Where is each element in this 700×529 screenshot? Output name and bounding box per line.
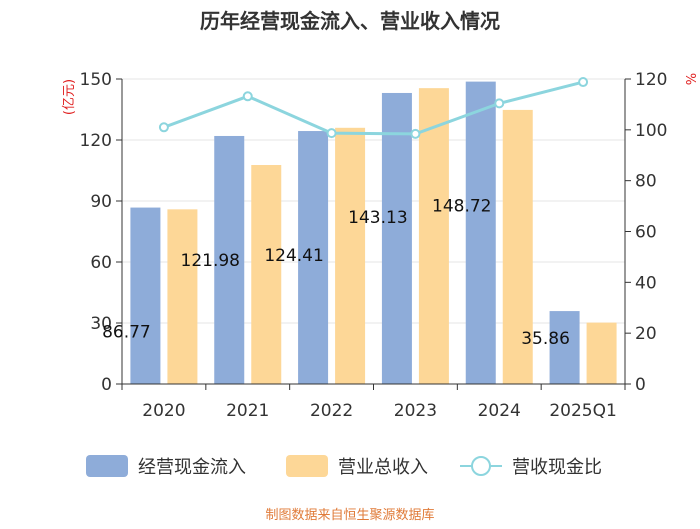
right-axis-tick-label: 0 bbox=[635, 375, 646, 395]
ratio-point bbox=[242, 91, 253, 102]
data-label-cash-inflow: 35.86 bbox=[521, 329, 570, 349]
ratio-point bbox=[578, 77, 589, 88]
legend-label: 营业总收入 bbox=[338, 457, 428, 478]
right-axis-tick-label: 40 bbox=[635, 273, 657, 293]
bar-total-revenue bbox=[502, 109, 533, 384]
right-axis-tick-label: 80 bbox=[635, 172, 657, 192]
ratio-line bbox=[163, 80, 584, 136]
bar-total-revenue bbox=[167, 209, 198, 384]
left-axis-title: (亿元) bbox=[62, 79, 77, 115]
bar-cash-inflow bbox=[298, 131, 329, 384]
data-label-cash-inflow: 143.13 bbox=[348, 208, 407, 228]
left-axis-tick-label: 120 bbox=[80, 131, 112, 151]
ratio-point bbox=[158, 122, 169, 133]
left-axis-tick-label: 150 bbox=[80, 70, 112, 90]
bar-total-revenue bbox=[251, 165, 282, 384]
right-axis-tick-label: 20 bbox=[635, 324, 657, 344]
bar-total-revenue bbox=[335, 127, 366, 385]
bars bbox=[130, 81, 617, 385]
legend-swatch bbox=[286, 455, 328, 477]
bar-cash-inflow bbox=[214, 135, 245, 384]
bar-cash-inflow bbox=[381, 92, 412, 385]
bar-cash-inflow bbox=[130, 207, 161, 384]
legend: 经营现金流入 营业总收入 营收现金比 bbox=[86, 455, 602, 478]
bar-cash-inflow bbox=[465, 81, 496, 385]
x-axis-tick-label: 2022 bbox=[310, 401, 353, 421]
left-axis-tick-label: 60 bbox=[90, 253, 112, 273]
chart-title: 历年经营现金流入、营业收入情况 bbox=[200, 9, 500, 33]
x-axis-tick-label: 2023 bbox=[394, 401, 437, 421]
left-axis-tick-label: 30 bbox=[90, 314, 112, 334]
x-axis-tick-label: 2024 bbox=[478, 401, 521, 421]
ratio-point bbox=[494, 98, 505, 109]
legend-label: 经营现金流入 bbox=[138, 457, 246, 478]
legend-marker bbox=[471, 456, 491, 476]
data-label-cash-inflow: 86.77 bbox=[102, 323, 151, 343]
bar-cash-inflow bbox=[549, 311, 580, 384]
ratio-line-layer bbox=[158, 77, 589, 139]
bar-total-revenue bbox=[418, 88, 449, 385]
legend-label: 营收现金比 bbox=[512, 457, 602, 478]
ratio-point bbox=[410, 128, 421, 139]
data-label-cash-inflow: 124.41 bbox=[264, 246, 323, 266]
right-axis-tick-label: 100 bbox=[635, 121, 667, 141]
left-axis-tick-label: 0 bbox=[101, 375, 112, 395]
legend-swatch bbox=[86, 455, 128, 477]
x-axis-tick-label: 2021 bbox=[226, 401, 269, 421]
right-axis-title: % bbox=[682, 73, 697, 85]
ratio-point bbox=[326, 128, 337, 139]
gridlines bbox=[122, 78, 625, 324]
data-labels: 86.77 121.98 124.41 143.13 148.72 35.86 bbox=[102, 197, 570, 349]
x-axis-tick-label: 2025Q1 bbox=[549, 401, 616, 421]
left-axis-tick-label: 90 bbox=[90, 192, 112, 212]
right-axis-tick-label: 60 bbox=[635, 223, 657, 243]
source-note: 制图数据来自恒生聚源数据库 bbox=[265, 507, 434, 523]
right-axis-tick-label: 120 bbox=[635, 70, 667, 90]
data-label-cash-inflow: 121.98 bbox=[181, 251, 240, 271]
bar-total-revenue bbox=[586, 322, 617, 384]
data-label-cash-inflow: 148.72 bbox=[432, 197, 491, 217]
axes: 0 30 60 90 120 150 0 20 40 60 80 100 120 (亿元) % 2020 202… bbox=[62, 70, 697, 421]
x-axis-tick-label: 2020 bbox=[142, 401, 185, 421]
